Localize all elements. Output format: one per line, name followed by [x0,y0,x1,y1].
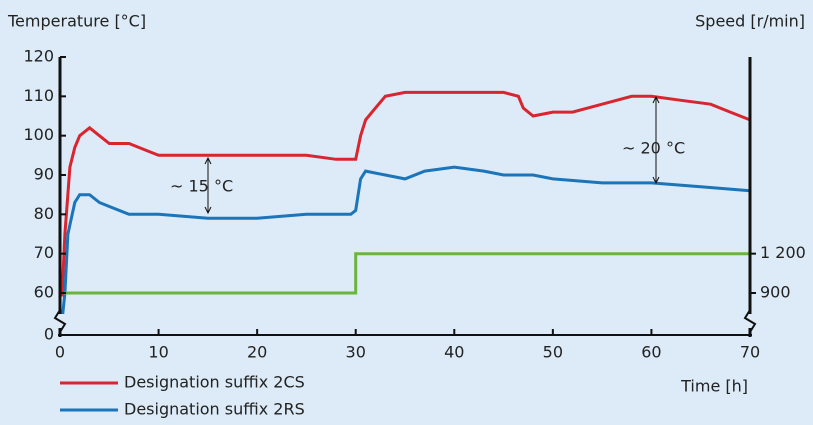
y2-tick-label: 900 [760,283,791,302]
axis-break [743,309,757,333]
y-tick-label: 110 [23,86,54,105]
x-tick-label: 20 [247,343,267,362]
arrow-head [204,206,212,215]
y-tick-label: 100 [23,125,54,144]
annotation: ~ 15 °C [170,177,233,196]
series-line [60,90,751,297]
y-tick-label: 0 [44,325,54,344]
legend-label: Designation suffix 2CS [124,373,305,392]
y-tick-label: 80 [34,204,54,223]
y-axis-label: Temperature [°C] [7,12,146,31]
annotation: ~ 20 °C [622,139,685,158]
x-tick-label: 40 [444,343,464,362]
y-tick-label: 120 [23,47,54,66]
x-tick-label: 10 [148,343,168,362]
x-axis-label: Time [h] [680,377,748,396]
x-tick-label: 60 [641,343,661,362]
x-tick-label: 70 [740,343,760,362]
y-tick-label: 90 [34,165,54,184]
series-line [63,252,750,295]
x-tick-label: 0 [55,343,65,362]
arrow-head [652,176,660,185]
x-tick-label: 30 [346,343,366,362]
y-tick-label: 60 [34,283,54,302]
y2-tick-label: 1 200 [760,243,806,262]
y-tick-label: 70 [34,243,54,262]
x-tick-label: 50 [543,343,563,362]
axis-break [53,309,67,333]
series-line [60,165,751,322]
arrow-head [204,156,212,165]
arrow-head [652,95,660,104]
y2-axis-label: Speed [r/min] [695,12,805,31]
legend-label: Designation suffix 2RS [124,400,305,419]
